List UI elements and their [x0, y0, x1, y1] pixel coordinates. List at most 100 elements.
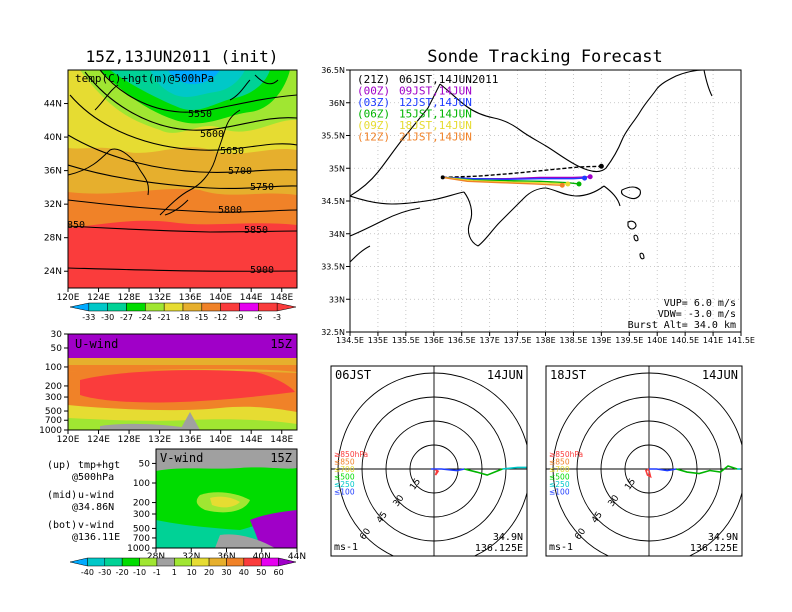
temp-field: [68, 70, 297, 288]
y-tick-label: 100: [133, 479, 150, 489]
level-label: ≤100: [549, 488, 570, 497]
x-tick-label: 136E: [424, 336, 444, 345]
colorbar-swatch: [278, 557, 297, 567]
colorbar-label: -24: [139, 313, 152, 322]
balloon-param: VUP= 6.0 m/s: [664, 298, 736, 309]
legend-text: 21JST,14JUN: [399, 131, 472, 144]
ring-label: 60: [358, 527, 373, 542]
colorbar-label: 30: [221, 568, 231, 577]
temp-map-title: 15Z,13JUN2011 (init): [86, 47, 279, 66]
level-label: ≤250: [549, 480, 570, 489]
colorbar-label: -21: [158, 313, 171, 322]
x-tick-label: 135E: [368, 336, 388, 345]
contour-label: 5550: [188, 109, 212, 120]
tracking-x-ticks: 134.5E 135E 135.5E 136E 136.5E 137E 137.5E 138E…: [336, 332, 755, 345]
temp-map-x-ticks: 120E 124E 128E 132E 136E 140E 144E 148E: [57, 288, 293, 303]
colorbar-swatch: [104, 557, 123, 567]
y-tick-label: 300: [133, 510, 150, 520]
y-tick-label: 700: [45, 416, 62, 426]
tracking-y-ticks: 32.5N 33N 33.5N 34N 34.5N 35N 35.5N 36N 36.5N: [321, 66, 350, 337]
colorbar-swatch: [201, 302, 221, 312]
hodograph-lat: 34.9N: [493, 532, 523, 543]
v-wind-x-ticks: 28N 32N 36N 40N 44N: [147, 548, 306, 562]
hodograph-time: 06JST: [335, 368, 371, 382]
colorbar-label: 60: [274, 568, 284, 577]
ring-label: 15: [408, 477, 423, 492]
y-tick-label: 36.5N: [321, 66, 345, 75]
u-wind-panel: U-wind 15Z 120E 124E 128E 132E 136E 140E 144E 1…: [39, 330, 298, 445]
colorbar-label: -9: [236, 313, 244, 322]
y-tick-label: 50: [51, 344, 63, 354]
track-line: [442, 176, 563, 186]
colorbar-label: -10: [133, 568, 146, 577]
level-label: ≤850: [334, 458, 355, 467]
hodograph-unit: ms-1: [549, 542, 573, 553]
y-tick-label: 700: [133, 534, 150, 544]
hodograph-lon: 136.125E: [475, 543, 523, 554]
launch-point: [440, 175, 445, 180]
legend-code: (00Z): [357, 85, 390, 98]
side-label-key: (up): [47, 460, 71, 471]
colorbar-swatch: [260, 557, 279, 567]
x-tick-label: 124E: [87, 293, 110, 303]
x-tick-label: 120E: [57, 435, 80, 445]
hodograph-unit: ms-1: [334, 542, 358, 553]
x-tick-label: 140E: [209, 435, 232, 445]
y-tick-label: 33N: [329, 295, 345, 304]
track-end-point: [598, 163, 604, 169]
side-label-value: v-wind: [78, 520, 114, 531]
legend-code: (21Z): [357, 73, 390, 86]
y-tick-label: 34.5N: [321, 197, 345, 206]
x-tick-label: 120E: [57, 293, 80, 303]
colorbar-swatch: [156, 557, 175, 567]
level-label: ≤700: [334, 465, 355, 474]
x-tick-label: 128E: [118, 435, 141, 445]
contour-label: 5850: [244, 225, 268, 236]
colorbar-swatch: [107, 302, 127, 312]
contour-label: 5900: [250, 265, 274, 276]
level-label: ≤850: [549, 458, 570, 467]
y-tick-label: 34N: [329, 230, 345, 239]
y-tick-label: 28N: [44, 234, 62, 244]
colorbar-swatch: [226, 557, 245, 567]
colorbar-label: -20: [116, 568, 129, 577]
x-tick-label: 36N: [217, 552, 235, 562]
legend-text: 12JST,14JUN: [399, 96, 472, 109]
contour-label: 850: [67, 220, 85, 231]
y-tick-label: 40N: [44, 133, 62, 143]
colorbar-swatch: [145, 302, 165, 312]
hodograph-lat: 34.9N: [708, 532, 738, 543]
legend-code: (12Z): [357, 131, 390, 144]
colorbar-swatch: [243, 557, 262, 567]
v-wind-label: V-wind: [160, 451, 203, 465]
track-end-point: [576, 181, 582, 187]
ring-label: 45: [375, 510, 390, 525]
ring-label: 15: [623, 477, 638, 492]
hodograph-lon: 136.125E: [690, 543, 738, 554]
level-label: ≤100: [334, 488, 355, 497]
colorbar-label: -33: [82, 313, 95, 322]
colorbar-label: 50: [256, 568, 266, 577]
balloon-param: Burst Alt= 34.0 km: [628, 320, 736, 331]
colorbar-swatch: [139, 557, 158, 567]
y-tick-label: 33.5N: [321, 263, 345, 272]
legend-text: 15JST,14JUN: [399, 108, 472, 121]
y-tick-label: 35.5N: [321, 132, 345, 141]
x-tick-label: 135.5E: [392, 336, 420, 345]
x-tick-label: 136.5E: [448, 336, 476, 345]
colorbar-label: -12: [214, 313, 227, 322]
x-tick-label: 32N: [182, 552, 200, 562]
x-tick-label: 144E: [240, 293, 263, 303]
hodograph-line: [464, 468, 503, 476]
y-tick-label: 300: [45, 393, 62, 403]
contour-label: 5700: [228, 166, 252, 177]
x-tick-label: 132E: [148, 435, 171, 445]
colorbar-swatch: [69, 302, 90, 312]
y-tick-label: 1000: [127, 544, 150, 554]
y-tick-label: 50: [139, 459, 151, 469]
legend-text: 18JST,14JUN: [399, 119, 472, 132]
